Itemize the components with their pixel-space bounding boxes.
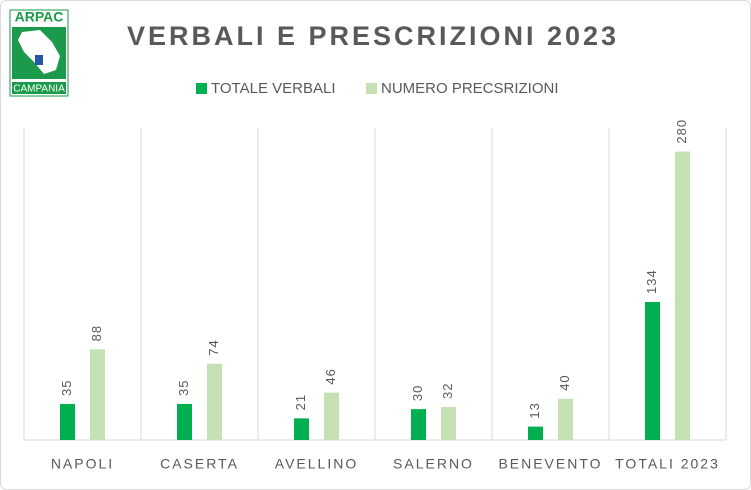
bar [645,301,660,440]
x-tick-label: BENEVENTO [498,456,602,472]
legend-swatch [366,83,377,94]
chart-title: VERBALI E PRESCRIZIONI 2023 [127,21,619,51]
value-label: 13 [527,402,542,418]
value-label: 46 [323,368,338,384]
value-label: 30 [410,385,425,401]
bar [294,418,309,440]
x-tick-label: NAPOLI [51,456,114,472]
value-label: 32 [440,383,455,399]
bar [441,407,456,440]
value-label: 21 [293,394,308,410]
bar [60,403,75,440]
logo-band [12,82,66,94]
logo-emblem [35,55,43,65]
legend-swatch [196,83,207,94]
bar [528,426,543,440]
logo-map [18,30,60,74]
logo-top: ARPAC [15,9,64,25]
bar [675,151,690,440]
x-tick-label: SALERNO [393,456,474,472]
value-label: 40 [557,374,572,390]
logo-bottom: CAMPANIA [13,84,65,95]
value-label: 280 [674,119,689,144]
value-label: 74 [206,339,221,355]
bar [324,392,339,440]
value-label: 134 [644,269,659,294]
x-tick-label: CASERTA [160,456,239,472]
legend-label: NUMERO PRECSRIZIONI [381,80,559,97]
bar [90,349,105,440]
logo: ARPAC CAMPANIA [9,9,69,97]
value-label: 35 [59,379,74,395]
value-label: 88 [89,325,104,341]
value-label: 35 [176,379,191,395]
bar [207,363,222,440]
x-tick-label: AVELLINO [275,456,358,472]
bar [177,403,192,440]
x-tick-label: TOTALI 2023 [615,456,720,472]
bar [411,409,426,440]
bar [558,398,573,440]
legend-label: TOTALE VERBALI [211,80,336,97]
